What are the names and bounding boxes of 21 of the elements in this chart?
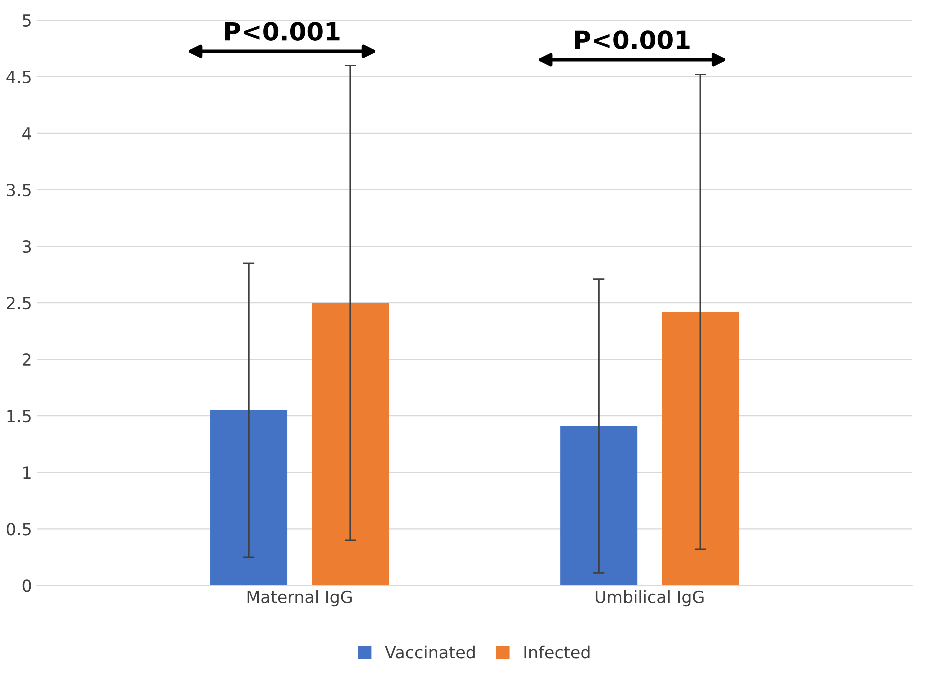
y-tick-label: 1 <box>24 466 31 479</box>
y-tick-label: 2.5 <box>7 297 31 310</box>
y-tick-label: 5 <box>23 14 31 27</box>
legend-label: Infected <box>524 646 590 659</box>
x-tick-label: Maternal IgG <box>248 590 352 607</box>
y-tick-label: 4 <box>22 128 32 140</box>
y-tick-label: 0 <box>22 580 32 592</box>
annotation: P<0.001 <box>225 22 340 42</box>
y-tick-label: 3.5 <box>7 184 31 197</box>
bar <box>560 426 638 586</box>
bar <box>312 303 390 586</box>
x-tick-label: Umbilical IgG <box>596 590 704 607</box>
legend-label: Vaccinated <box>385 646 475 659</box>
y-tick-label: 1.5 <box>8 410 31 423</box>
bar <box>662 312 740 586</box>
annotation: P<0.001 <box>575 30 690 50</box>
bar <box>210 410 288 586</box>
y-tick-label: 2 <box>22 354 31 366</box>
y-tick-label: 3 <box>23 240 32 254</box>
y-tick-label: 4.5 <box>6 71 31 84</box>
y-tick-label: 0.5 <box>6 523 31 536</box>
